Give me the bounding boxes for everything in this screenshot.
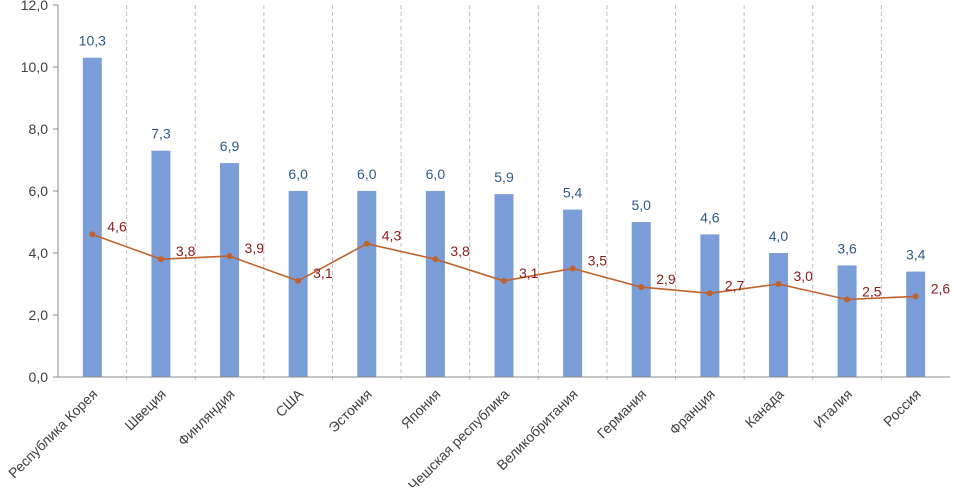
line-value-label: 3,8: [450, 243, 470, 259]
category-label: Япония: [398, 386, 444, 432]
line-value-label: 3,9: [245, 240, 265, 256]
x-axis: Республика Корея Швеция Финляндия США Эстони…: [5, 376, 950, 493]
bar-value-label: 3,6: [837, 240, 857, 256]
bar-value-label: 6,9: [220, 138, 240, 154]
bar-value-label: 5,4: [563, 185, 583, 201]
bar: [631, 222, 651, 377]
category-label: Италия: [810, 386, 855, 431]
category-label: Эстония: [325, 386, 375, 436]
y-tick-label: 0,0: [29, 369, 49, 385]
line-value-label: 3,1: [313, 265, 333, 281]
category-label: Финляндия: [175, 386, 238, 449]
bar: [220, 163, 240, 377]
bar-value-label: 5,9: [494, 169, 514, 185]
bar-value-label: 5,0: [631, 197, 651, 213]
bar: [425, 191, 445, 377]
bar: [768, 253, 788, 377]
line-point: [295, 277, 302, 284]
line-series: 4,6 3,8 3,9 3,1 4,3 3,8 3,1 3,5 2,9 2,7 3,0 2,5 2,6: [89, 218, 951, 303]
line-value-label: 2,5: [862, 284, 882, 300]
line-point: [501, 277, 507, 284]
y-tick-label: 12,0: [21, 0, 48, 13]
line-value-label: 3,5: [588, 253, 608, 269]
category-label: Россия: [880, 386, 924, 430]
y-tick-label: 10,0: [21, 59, 48, 75]
category-label: Канада: [742, 386, 787, 431]
bar: [494, 194, 514, 377]
bar-series: 10,3 7,3 6,9 6,0 6,0 6,0 5,9 5,4 5,0 4,6 4,0 3,6 3,4: [79, 33, 926, 377]
line-point: [157, 256, 164, 263]
y-tick-label: 8,0: [29, 121, 49, 137]
category-label: Франция: [666, 386, 718, 438]
line-point: [706, 290, 713, 297]
bar: [288, 191, 308, 377]
line-value-label: 3,8: [176, 243, 196, 259]
line-point: [89, 231, 96, 238]
category-label: Германия: [594, 386, 650, 442]
bar-value-label: 7,3: [151, 126, 171, 142]
bar-value-label: 6,0: [426, 166, 446, 182]
line-value-label: 2,7: [725, 277, 745, 293]
bar-value-label: 10,3: [79, 33, 106, 49]
bar-value-label: 6,0: [357, 166, 377, 182]
bar: [151, 150, 171, 377]
line-value-label: 4,3: [382, 228, 402, 244]
category-label: Республика Корея: [5, 386, 100, 481]
line-value-label: 3,0: [793, 268, 813, 284]
y-axis: 0,0 2,0 4,0 6,0 8,0 10,0 12,0: [21, 0, 59, 385]
line-point: [569, 265, 576, 272]
line-point: [432, 256, 439, 263]
line-point: [638, 284, 645, 291]
y-tick-label: 6,0: [29, 183, 49, 199]
bar-value-label: 4,6: [700, 209, 720, 225]
bar: [82, 57, 102, 377]
line-point: [363, 240, 370, 247]
bar: [357, 191, 377, 377]
category-label: Швеция: [121, 386, 169, 434]
bar: [563, 209, 583, 377]
y-tick-label: 4,0: [29, 245, 49, 261]
bar-value-label: 6,0: [288, 166, 308, 182]
line-value-label: 4,6: [107, 218, 127, 234]
y-tick-label: 2,0: [29, 307, 49, 323]
bar: [837, 265, 857, 377]
line-point: [844, 296, 851, 303]
line-value-label: 3,1: [519, 265, 539, 281]
category-label: США: [272, 385, 307, 420]
bar-value-label: 3,4: [906, 247, 926, 263]
bar: [700, 234, 720, 377]
bar-value-label: 4,0: [769, 228, 789, 244]
line-value-label: 2,9: [656, 271, 676, 287]
bar: [906, 271, 926, 377]
line-point: [912, 293, 919, 300]
line-point: [226, 253, 233, 260]
line-point: [775, 281, 782, 287]
line-value-label: 2,6: [931, 280, 951, 296]
